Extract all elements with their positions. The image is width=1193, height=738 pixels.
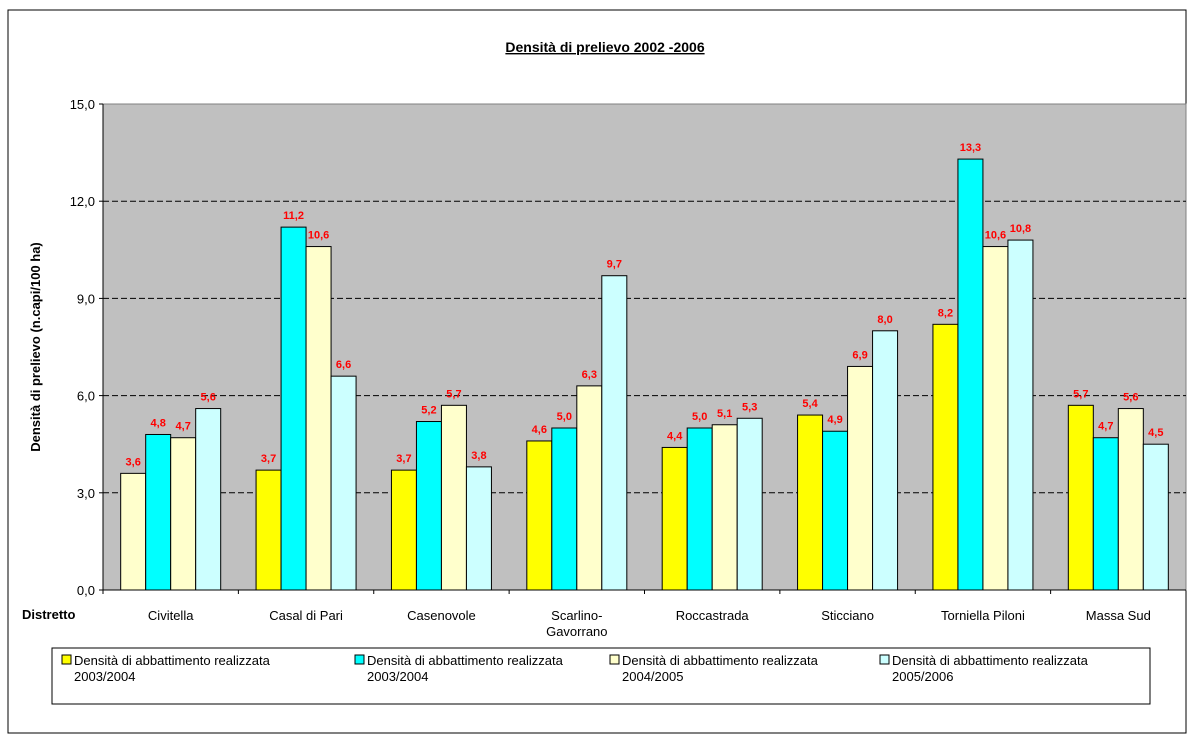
legend-swatch — [609, 654, 620, 665]
bar — [576, 385, 603, 591]
value-label: 6,9 — [852, 349, 867, 361]
value-label: 3,8 — [471, 450, 486, 462]
bar — [847, 365, 874, 591]
value-label: 4,4 — [667, 430, 683, 442]
value-label: 10,6 — [308, 230, 329, 242]
value-label: 5,0 — [692, 411, 707, 423]
bar — [1067, 404, 1094, 591]
y-tick-label: 12,0 — [70, 194, 95, 209]
x-tick-label: Casenovole — [407, 608, 476, 623]
value-label: 4,7 — [176, 421, 191, 433]
value-label: 3,7 — [261, 453, 276, 465]
bar — [711, 424, 738, 591]
value-label: 9,7 — [607, 259, 622, 271]
value-label: 5,0 — [557, 411, 572, 423]
x-tick-label: Roccastrada — [676, 608, 750, 623]
value-label: 11,2 — [283, 210, 304, 222]
y-tick-label: 3,0 — [77, 486, 95, 501]
value-label: 10,6 — [985, 230, 1006, 242]
value-label: 8,2 — [938, 307, 953, 319]
bar — [872, 330, 899, 591]
value-label: 5,7 — [1073, 388, 1088, 400]
x-axis-label: Distretto — [22, 607, 76, 622]
bar — [1007, 239, 1034, 591]
y-tick-label: 15,0 — [70, 97, 95, 112]
legend-box — [51, 647, 1151, 705]
y-tick-label: 6,0 — [77, 389, 95, 404]
bar — [440, 404, 467, 591]
bar — [601, 275, 628, 591]
legend-swatch — [879, 654, 890, 665]
bar — [1142, 443, 1169, 591]
bar — [982, 246, 1009, 591]
value-label: 6,6 — [336, 359, 351, 371]
y-tick-label: 0,0 — [77, 583, 95, 598]
value-label: 5,6 — [201, 392, 216, 404]
bar — [957, 158, 984, 591]
bar — [661, 446, 688, 591]
value-label: 5,1 — [717, 408, 732, 420]
legend-swatch — [61, 654, 72, 665]
bar — [195, 408, 222, 591]
bar — [1092, 437, 1119, 591]
bar — [551, 427, 578, 591]
value-label: 4,6 — [532, 424, 547, 436]
value-label: 4,8 — [151, 417, 166, 429]
value-label: 5,2 — [421, 405, 436, 417]
bar — [797, 414, 824, 591]
bar — [686, 427, 713, 591]
bar — [120, 472, 147, 591]
bar — [280, 226, 307, 591]
value-label: 3,7 — [396, 453, 411, 465]
bar — [465, 466, 492, 591]
bar — [305, 246, 332, 591]
bar — [415, 421, 442, 591]
value-label: 4,5 — [1148, 427, 1163, 439]
x-tick-label: Scarlino-Gavorrano — [546, 608, 607, 639]
bar — [390, 469, 417, 591]
value-label: 5,6 — [1123, 392, 1138, 404]
value-label: 6,3 — [582, 369, 597, 381]
value-label: 3,6 — [126, 456, 141, 468]
bar — [822, 430, 849, 591]
legend-swatch — [354, 654, 365, 665]
value-label: 4,7 — [1098, 421, 1113, 433]
x-tick-label: Casal di Pari — [269, 608, 343, 623]
x-tick-label: Torniella Piloni — [941, 608, 1025, 623]
y-tick-label: 9,0 — [77, 291, 95, 306]
bar — [170, 437, 197, 591]
legend-label: Densità di abbattimento realizzata 2003/2… — [74, 653, 271, 684]
bar — [145, 433, 172, 591]
x-tick-label: Sticciano — [821, 608, 874, 623]
bar — [736, 417, 763, 591]
y-axis-label: Densità di prelievo (n.capi/100 ha) — [28, 242, 43, 452]
value-label: 13,3 — [960, 142, 981, 154]
bar — [255, 469, 282, 591]
value-label: 10,8 — [1010, 223, 1031, 235]
value-label: 5,4 — [802, 398, 818, 410]
legend-label: Densità di abbattimento realizzata 2003/2… — [367, 653, 564, 684]
x-tick-label: Massa Sud — [1086, 608, 1151, 623]
bar — [526, 440, 553, 591]
bar — [932, 323, 959, 591]
value-label: 5,7 — [446, 388, 461, 400]
legend-label: Densità di abbattimento realizzata 2004/2… — [622, 653, 819, 684]
x-tick-label: Civitella — [148, 608, 194, 623]
value-label: 5,3 — [742, 401, 757, 413]
legend-label: Densità di abbattimento realizzata 2005/2… — [892, 653, 1089, 684]
value-label: 8,0 — [877, 314, 892, 326]
bar — [1117, 408, 1144, 591]
bar — [330, 375, 357, 591]
chart-title: Densità di prelievo 2002 -2006 — [505, 39, 704, 55]
value-label: 4,9 — [827, 414, 842, 426]
